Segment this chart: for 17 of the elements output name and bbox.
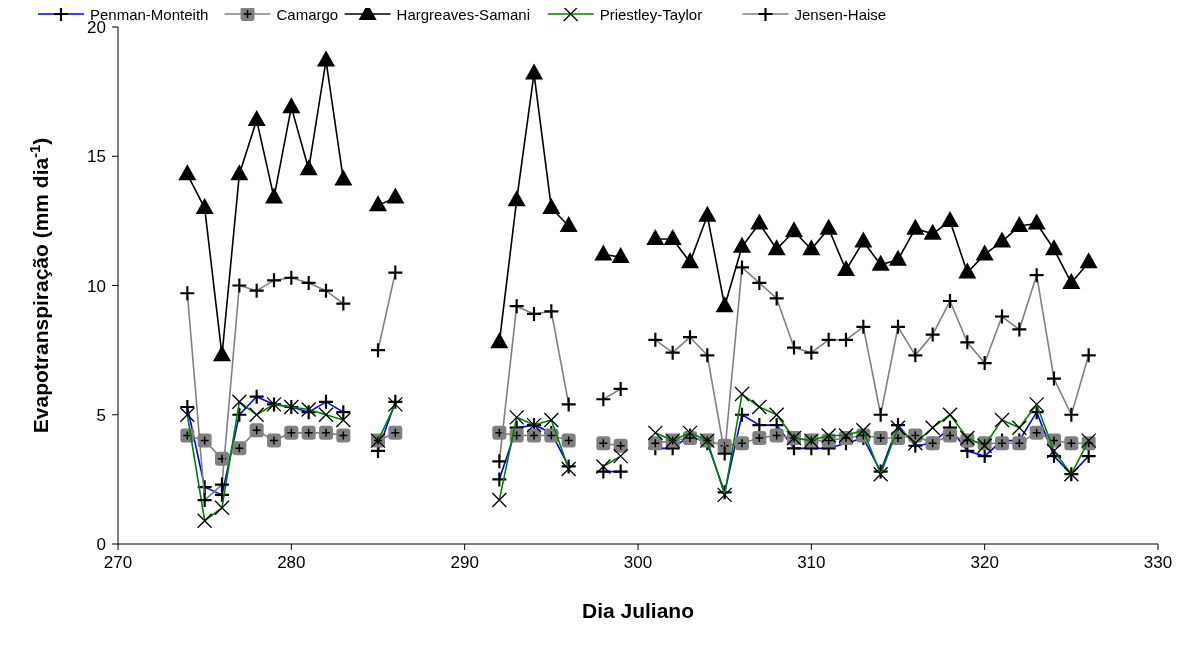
- legend-label: Penman-Monteith: [90, 6, 209, 23]
- legend-label: Camargo: [276, 6, 339, 23]
- y-tick-label: 0: [96, 535, 106, 554]
- x-tick-label: 290: [450, 553, 479, 572]
- legend-label: Priestley-Taylor: [599, 6, 703, 23]
- y-tick-label: 15: [87, 147, 106, 167]
- x-tick-label: 330: [1143, 553, 1173, 572]
- x-tick-label: 320: [970, 553, 999, 572]
- legend-label: Jensen-Haise: [794, 6, 887, 23]
- x-axis-title: Dia Juliano: [581, 599, 695, 622]
- x-tick-label: 300: [623, 553, 653, 572]
- legend-label: Hargreaves-Samani: [396, 6, 530, 23]
- y-tick-label: 10: [87, 276, 106, 296]
- x-tick-label: 310: [797, 553, 826, 572]
- y-tick-label: 5: [96, 405, 106, 425]
- x-tick-label: 280: [277, 553, 306, 572]
- x-tick-label: 270: [103, 553, 133, 572]
